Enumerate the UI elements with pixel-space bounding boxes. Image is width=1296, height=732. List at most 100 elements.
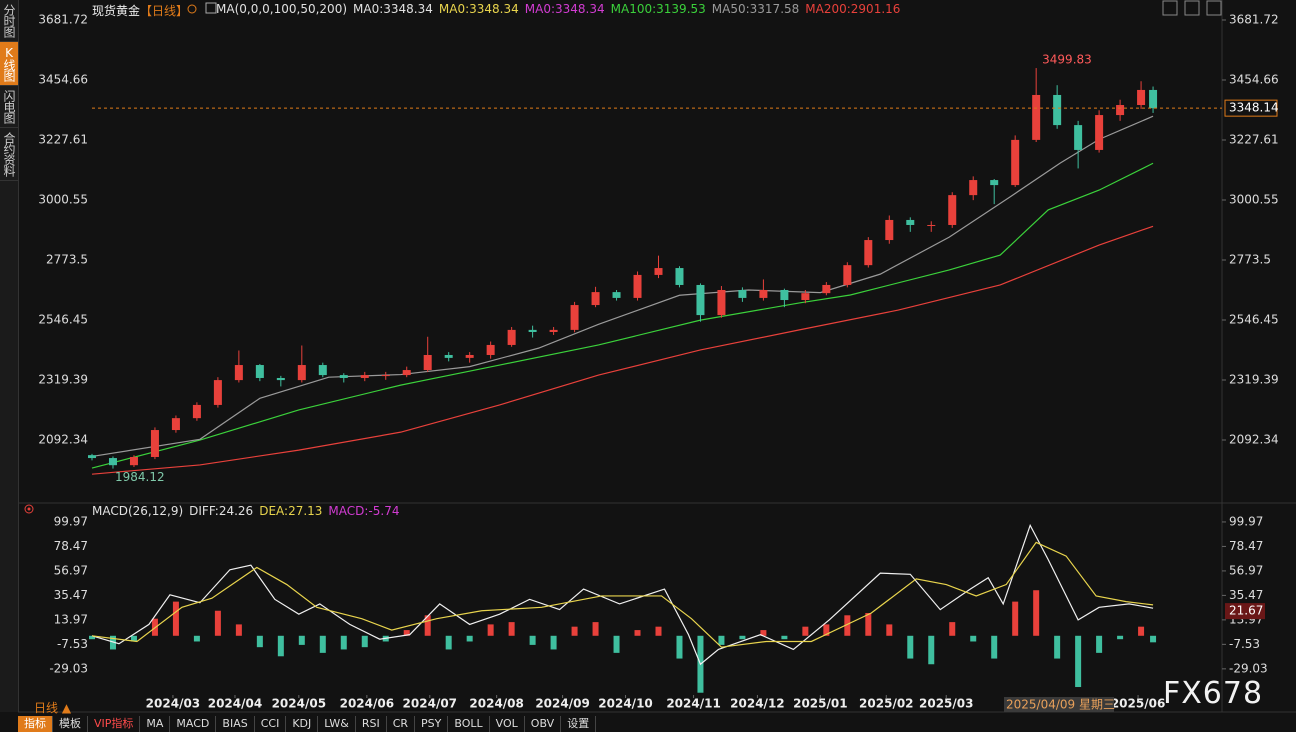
macd-bar bbox=[739, 635, 746, 640]
sidebar-tab[interactable]: K线图 bbox=[0, 42, 18, 86]
candle-body bbox=[1137, 89, 1146, 106]
legend-entry: MA100:3139.53 bbox=[610, 2, 706, 16]
toolbar-button[interactable]: 指标 bbox=[18, 716, 53, 732]
candle-body bbox=[864, 240, 873, 266]
candle-body bbox=[1095, 115, 1104, 150]
panel-icon[interactable] bbox=[24, 504, 34, 514]
legend-entry: MACD:-5.74 bbox=[328, 504, 400, 518]
legend-entry: MA50:3317.58 bbox=[711, 2, 800, 16]
macd-bar bbox=[89, 635, 95, 640]
macd-bar bbox=[865, 613, 872, 636]
sidebar: 分时图 K线图 闪电图 合约资料 bbox=[0, 0, 19, 712]
y-tick-label: 99.97 bbox=[1229, 514, 1263, 528]
macd-bar bbox=[928, 635, 935, 665]
add-icon[interactable] bbox=[187, 4, 197, 14]
candle-body bbox=[1116, 105, 1125, 116]
macd-bar bbox=[445, 635, 452, 650]
y-tick-label: 35.47 bbox=[54, 588, 88, 602]
macd-bar bbox=[718, 635, 725, 645]
candle-body bbox=[108, 458, 117, 466]
macd-bar bbox=[634, 630, 641, 636]
candle-body bbox=[675, 268, 684, 285]
macd-bar bbox=[760, 630, 767, 636]
y-tick-label: 2092.34 bbox=[1229, 432, 1279, 446]
toolbar-button[interactable]: CR bbox=[387, 716, 416, 732]
x-tick-label: 2024/04 bbox=[208, 697, 262, 711]
macd-bar bbox=[214, 610, 221, 636]
y-tick-label: 3227.61 bbox=[38, 132, 88, 146]
toolbar-button[interactable]: KDJ bbox=[286, 716, 319, 732]
toolbar-button[interactable]: OBV bbox=[525, 716, 562, 732]
candle-body bbox=[1074, 125, 1083, 150]
candle-body bbox=[549, 329, 558, 333]
toolbar-button[interactable]: MACD bbox=[170, 716, 217, 732]
toolbar-button[interactable]: PSY bbox=[415, 716, 449, 732]
macd-bar bbox=[907, 635, 914, 659]
y-tick-label: -7.53 bbox=[57, 637, 88, 651]
x-tick-label: 2024/03 bbox=[146, 697, 200, 711]
toolbar-button[interactable]: VIP指标 bbox=[88, 716, 141, 732]
y-tick-label: 2773.5 bbox=[46, 252, 88, 266]
macd-bar bbox=[298, 635, 305, 645]
macd-bar bbox=[655, 626, 662, 636]
toolbar-button[interactable]: BOLL bbox=[448, 716, 490, 732]
sidebar-tab[interactable]: 闪电图 bbox=[0, 86, 18, 128]
toolbar-button[interactable]: RSI bbox=[356, 716, 387, 732]
macd-bar bbox=[361, 635, 368, 648]
y-tick-label: 3454.66 bbox=[38, 73, 88, 87]
toolbar-button[interactable]: CCI bbox=[255, 716, 287, 732]
y-tick-label: 13.97 bbox=[54, 612, 88, 626]
toolbar-button[interactable]: MA bbox=[140, 716, 171, 732]
candle-body bbox=[696, 284, 705, 316]
toolbar-button[interactable]: 设置 bbox=[561, 716, 597, 732]
toolbar-button[interactable]: LW& bbox=[318, 716, 356, 732]
macd-bar bbox=[130, 635, 137, 642]
tool-button[interactable] bbox=[1162, 0, 1178, 16]
candle-body bbox=[1149, 89, 1158, 109]
macd-bar bbox=[571, 626, 578, 636]
tool-button[interactable] bbox=[1184, 0, 1200, 16]
indicator-line bbox=[91, 523, 1154, 666]
toolbar-button[interactable]: 模板 bbox=[53, 716, 88, 732]
sidebar-tab[interactable]: 分时图 bbox=[0, 0, 18, 42]
macd-bar bbox=[1075, 635, 1082, 688]
macd-legend: MACD(26,12,9) DIFF:24.26 DEA:27.13 MACD:-5.… bbox=[92, 504, 399, 518]
macd-bar bbox=[1150, 635, 1157, 643]
candle-body bbox=[1053, 94, 1062, 126]
candle-body bbox=[801, 293, 810, 301]
candle-body bbox=[213, 380, 222, 405]
indicator-line bbox=[91, 225, 1154, 475]
macd-bar bbox=[1054, 635, 1061, 659]
macd-bar bbox=[256, 635, 263, 648]
candle-body bbox=[234, 365, 243, 381]
period-button[interactable]: 日线 ▲ bbox=[34, 701, 72, 715]
y-tick-label: 3227.61 bbox=[1229, 132, 1279, 146]
candle-body bbox=[192, 404, 201, 419]
macd-bar bbox=[340, 635, 347, 650]
macd-bar bbox=[319, 635, 326, 653]
macd-bar bbox=[613, 635, 620, 653]
candle-body bbox=[570, 305, 579, 330]
y-tick-label: 3000.55 bbox=[1229, 192, 1279, 206]
macd-bar bbox=[1012, 601, 1019, 636]
tool-button[interactable] bbox=[1206, 0, 1222, 16]
macd-bar bbox=[403, 630, 410, 636]
toolbar-button[interactable]: BIAS bbox=[216, 716, 255, 732]
x-tick-label: 2025/03 bbox=[919, 697, 973, 711]
macd-bar bbox=[277, 635, 284, 657]
y-tick-label: 2092.34 bbox=[38, 432, 88, 446]
cursor-value-box bbox=[1225, 603, 1265, 620]
macd-bar bbox=[970, 635, 977, 642]
macd-bar bbox=[424, 615, 431, 636]
sidebar-tab[interactable]: 合约资料 bbox=[0, 128, 18, 181]
toolbar: 指标 模板 VIP指标 MA MACD BIAS CCI KDJ LW& RSI CR PSY BOLL… bbox=[18, 716, 597, 732]
macd-bar bbox=[844, 615, 851, 636]
legend-entry: MACD(26,12,9) bbox=[92, 504, 184, 518]
high-label: 3499.83 bbox=[1042, 53, 1092, 67]
candle-body bbox=[402, 370, 411, 376]
candle-body bbox=[885, 219, 894, 241]
indicator-line bbox=[91, 115, 1154, 458]
price-legend: 现货黄金 【日线】 MA(0,0,0,100,50,200) MA0:3348.34 M… bbox=[92, 2, 900, 19]
candle-body bbox=[654, 268, 663, 275]
toolbar-button[interactable]: VOL bbox=[490, 716, 525, 732]
